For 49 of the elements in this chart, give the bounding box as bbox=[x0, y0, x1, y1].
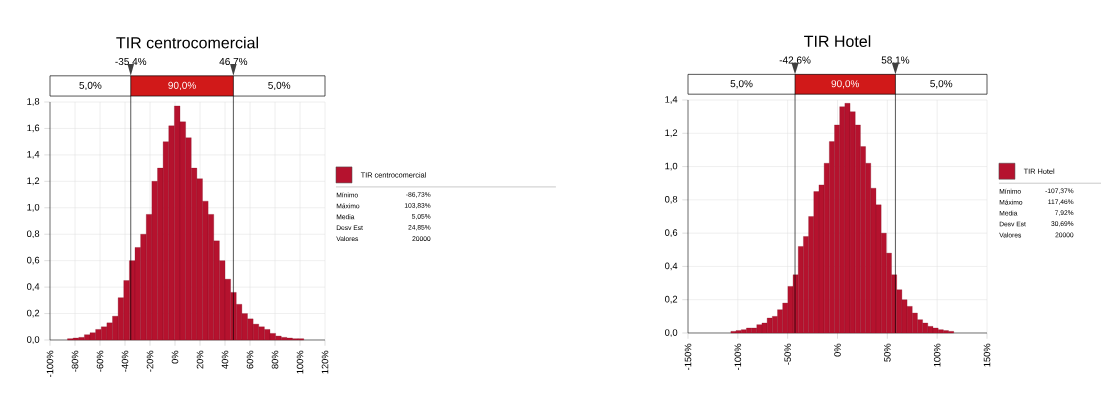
x-tick-label: -20% bbox=[146, 350, 154, 372]
x-tick-label: 120% bbox=[321, 350, 329, 374]
y-tick-label: 1,2 bbox=[665, 129, 678, 138]
y-tick-label: 1,6 bbox=[27, 124, 40, 133]
ref-line-label: -35,4% bbox=[115, 57, 147, 67]
text: 5,0% bbox=[930, 80, 953, 89]
x-tick-label: -100% bbox=[46, 350, 54, 377]
y-tick-label: 0,0 bbox=[26, 336, 40, 344]
text: 90,0% bbox=[168, 81, 196, 91]
x-tick-label: 0% bbox=[834, 343, 841, 357]
x-tick-label: 20% bbox=[196, 350, 204, 369]
y-tick-label: 0,6 bbox=[26, 256, 40, 265]
text: 5,0% bbox=[268, 81, 291, 91]
chart-title: TIR centrocomercial bbox=[116, 36, 258, 49]
x-tick-label: -150% bbox=[684, 343, 692, 370]
y-tick-label: 1,4 bbox=[665, 96, 678, 104]
x-tick-label: 150% bbox=[983, 343, 991, 367]
ref-line-label: 58,1% bbox=[881, 56, 910, 65]
x-tick-label: -40% bbox=[121, 350, 129, 372]
y-tick-label: 0,6 bbox=[664, 229, 678, 237]
text: 90,0% bbox=[831, 80, 860, 89]
x-tick-label: -100% bbox=[734, 343, 742, 370]
y-tick-label: 0,8 bbox=[26, 230, 40, 239]
y-tick-label: 1,0 bbox=[27, 203, 40, 212]
text: 5,0% bbox=[79, 81, 102, 91]
x-tick-label: -50% bbox=[784, 343, 791, 365]
ref-line-label: -42,6% bbox=[779, 56, 811, 65]
x-tick-label: 0% bbox=[171, 350, 179, 364]
ref-line-label: 46,7% bbox=[219, 57, 248, 67]
y-tick-label: 1,0 bbox=[665, 162, 678, 171]
y-tick-label: 0,2 bbox=[26, 309, 40, 318]
text: 5,0% bbox=[730, 80, 753, 89]
y-tick-label: 1,4 bbox=[27, 151, 40, 159]
x-tick-label: 100% bbox=[296, 350, 304, 374]
x-tick-label: 60% bbox=[246, 350, 254, 369]
y-tick-label: 0,4 bbox=[664, 262, 678, 271]
x-tick-label: -80% bbox=[71, 350, 79, 372]
y-tick-label: 1,8 bbox=[27, 98, 40, 106]
y-tick-label: 0,8 bbox=[664, 196, 678, 204]
x-tick-label: 100% bbox=[933, 343, 941, 367]
y-tick-label: 0,2 bbox=[664, 295, 678, 304]
x-tick-label: -60% bbox=[96, 350, 104, 372]
y-tick-label: 0,0 bbox=[664, 329, 678, 337]
y-tick-label: 0,4 bbox=[26, 283, 40, 291]
x-tick-label: 40% bbox=[221, 350, 229, 369]
x-tick-label: 50% bbox=[884, 343, 891, 362]
x-tick-label: 80% bbox=[271, 350, 279, 369]
chart-title: TIR Hotel bbox=[804, 35, 871, 47]
y-tick-label: 1,2 bbox=[27, 177, 40, 186]
